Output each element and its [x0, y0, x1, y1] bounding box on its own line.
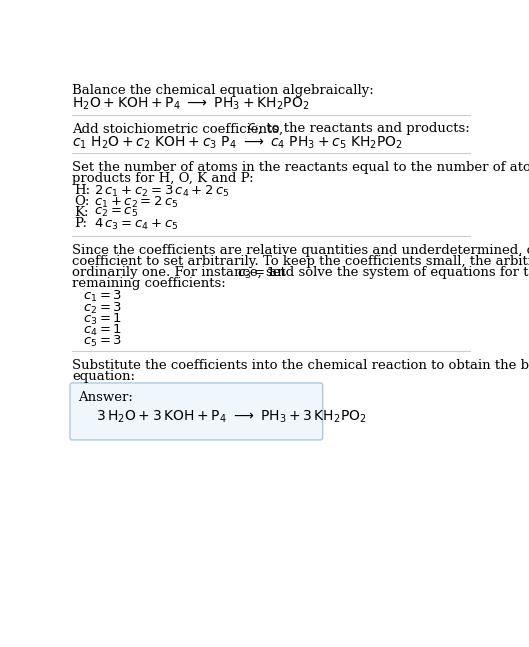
Text: $\mathrm{3\,H_2O + 3\,KOH + P_4\ \longrightarrow\ PH_3 + 3\,KH_2PO_2}$: $\mathrm{3\,H_2O + 3\,KOH + P_4\ \longri… [96, 408, 366, 424]
Text: $c_5 = 3$: $c_5 = 3$ [83, 334, 122, 349]
FancyBboxPatch shape [70, 383, 323, 440]
Text: $c_2 = c_5$: $c_2 = c_5$ [94, 206, 138, 219]
Text: Since the coefficients are relative quantities and underdetermined, choose a: Since the coefficients are relative quan… [72, 244, 529, 257]
Text: coefficient to set arbitrarily. To keep the coefficients small, the arbitrary va: coefficient to set arbitrarily. To keep … [72, 255, 529, 268]
Text: $c_2 = 3$: $c_2 = 3$ [83, 301, 122, 316]
Text: equation:: equation: [72, 370, 135, 383]
Text: $4\,c_3 = c_4 + c_5$: $4\,c_3 = c_4 + c_5$ [94, 217, 178, 232]
Text: products for H, O, K and P:: products for H, O, K and P: [72, 172, 254, 185]
Text: $c_1 = 3$: $c_1 = 3$ [83, 289, 122, 305]
Text: $c_1\ \mathrm{H_2O} + c_2\ \mathrm{KOH} + c_3\ \mathrm{P_4}\ \longrightarrow\ c_: $c_1\ \mathrm{H_2O} + c_2\ \mathrm{KOH} … [72, 134, 403, 151]
Text: O:: O: [74, 195, 89, 208]
Text: K:: K: [74, 206, 88, 219]
Text: $c_1 + c_2 = 2\,c_5$: $c_1 + c_2 = 2\,c_5$ [94, 195, 178, 210]
Text: $2\,c_1 + c_2 = 3\,c_4 + 2\,c_5$: $2\,c_1 + c_2 = 3\,c_4 + 2\,c_5$ [94, 184, 230, 199]
Text: Add stoichiometric coefficients,: Add stoichiometric coefficients, [72, 122, 288, 135]
Text: and solve the system of equations for the: and solve the system of equations for th… [264, 267, 529, 280]
Text: ordinarily one. For instance, set: ordinarily one. For instance, set [72, 267, 290, 280]
Text: P:: P: [74, 217, 87, 230]
Text: $c_4 = 1$: $c_4 = 1$ [83, 323, 122, 338]
Text: Set the number of atoms in the reactants equal to the number of atoms in the: Set the number of atoms in the reactants… [72, 161, 529, 174]
Text: Balance the chemical equation algebraically:: Balance the chemical equation algebraica… [72, 84, 374, 97]
Text: H:: H: [74, 184, 90, 197]
Text: Substitute the coefficients into the chemical reaction to obtain the balanced: Substitute the coefficients into the che… [72, 359, 529, 372]
Text: $c_i$: $c_i$ [247, 122, 259, 135]
Text: $c_3 = 1$: $c_3 = 1$ [238, 267, 277, 281]
Text: Answer:: Answer: [78, 391, 133, 404]
Text: $\mathrm{H_2O + KOH + P_4 \ \longrightarrow \ PH_3 + KH_2PO_2}$: $\mathrm{H_2O + KOH + P_4 \ \longrightar… [72, 96, 310, 112]
Text: $c_3 = 1$: $c_3 = 1$ [83, 312, 122, 327]
Text: remaining coefficients:: remaining coefficients: [72, 278, 226, 291]
Text: , to the reactants and products:: , to the reactants and products: [258, 122, 469, 135]
